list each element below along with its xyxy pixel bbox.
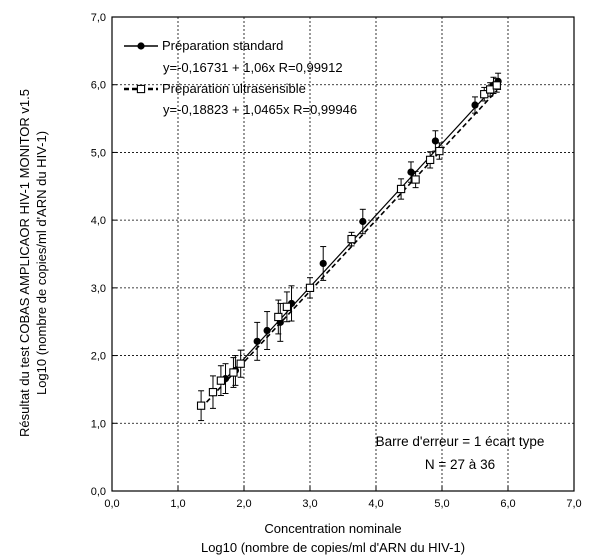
y-axis-label-line1: Résultat du test COBAS AMPLICAOR HIV-1 M… — [17, 89, 32, 437]
x-tick-label: 4,0 — [368, 498, 383, 510]
data-point-ultrasensitive — [305, 283, 315, 293]
data-point-ultrasensitive — [347, 234, 356, 244]
y-tick-label: 4,0 — [91, 215, 106, 227]
y-axis-label-line2: Log10 (nombre de copies/ml d'ARN du HIV-… — [34, 131, 49, 395]
sample-size-note: N = 27 à 36 — [425, 457, 495, 472]
data-point-standard — [431, 137, 439, 145]
data-point-ultrasensitive — [216, 376, 226, 385]
x-tick-label: 3,0 — [302, 498, 317, 510]
legend-equation-standard: y=-0,16731 + 1,06x R=0,99912 — [163, 60, 343, 75]
legend: Préparation standard y=-0,16731 + 1,06x … — [124, 38, 357, 117]
data-point-standard — [471, 101, 479, 109]
legend-equation-ultrasensitive: y=-0,18823 + 1,0465x R=0,99946 — [163, 102, 357, 117]
x-axis-label-line2: Log10 (nombre de copies/ml d'ARN du HIV-… — [201, 540, 465, 555]
data-point-standard — [263, 326, 271, 335]
data-point-ultrasensitive — [396, 184, 406, 194]
error-bar-note: Barre d'erreur = 1 écart type — [376, 434, 545, 449]
legend-label-standard: Préparation standard — [162, 38, 283, 53]
ticks: 0,00,0 1,0 1,0 2,0 2,0 3,0 3,0 4,0 4,0 5,0 5,0 6,0 6… — [91, 12, 582, 510]
data-point-ultrasensitive — [208, 387, 218, 397]
x-tick-label: 0,0 — [104, 498, 119, 510]
y-tick-label: 1,0 — [91, 418, 106, 430]
legend-marker-standard — [124, 42, 158, 50]
y-tick-label: 2,0 — [91, 351, 106, 363]
fit-line-ultrasensitive — [200, 90, 498, 409]
x-axis-label-line1: Concentration nominale — [264, 521, 401, 536]
y-tick-label: 3,0 — [91, 283, 106, 295]
data-point-ultrasensitive — [236, 359, 245, 368]
data-point-ultrasensitive — [229, 368, 238, 377]
data-points — [196, 77, 502, 410]
y-tick-label: 5,0 — [91, 147, 106, 159]
data-point-ultrasensitive — [274, 312, 283, 322]
data-point-ultrasensitive — [282, 302, 292, 311]
x-tick-label: 6,0 — [500, 498, 515, 510]
legend-label-ultrasensitive: Préparation ultrasensible — [162, 81, 306, 96]
y-tick-label: 0,0 — [91, 486, 106, 498]
fit-lines — [200, 82, 499, 409]
data-point-standard — [407, 168, 415, 176]
data-point-ultrasensitive — [435, 146, 444, 156]
x-tick-label: 5,0 — [434, 498, 449, 510]
data-point-ultrasensitive — [492, 81, 501, 90]
y-tick-label: 6,0 — [91, 80, 106, 92]
data-point-ultrasensitive — [196, 401, 206, 410]
legend-marker-ultrasensitive — [124, 84, 158, 94]
y-tick-label: 7,0 — [91, 12, 106, 24]
data-point-ultrasensitive — [480, 90, 489, 99]
plot-frame — [111, 16, 575, 492]
data-point-ultrasensitive — [425, 155, 435, 165]
grid — [112, 17, 574, 491]
x-tick-label: 1,0 — [170, 498, 185, 510]
data-point-standard — [253, 337, 261, 345]
fit-line-standard — [225, 82, 499, 380]
data-point-ultrasensitive — [411, 175, 420, 184]
data-point-standard — [359, 217, 367, 226]
data-point-standard — [319, 259, 327, 268]
error-bars — [198, 72, 502, 422]
x-tick-label: 7,0 — [566, 498, 581, 510]
x-tick-label: 2,0 — [236, 498, 251, 510]
